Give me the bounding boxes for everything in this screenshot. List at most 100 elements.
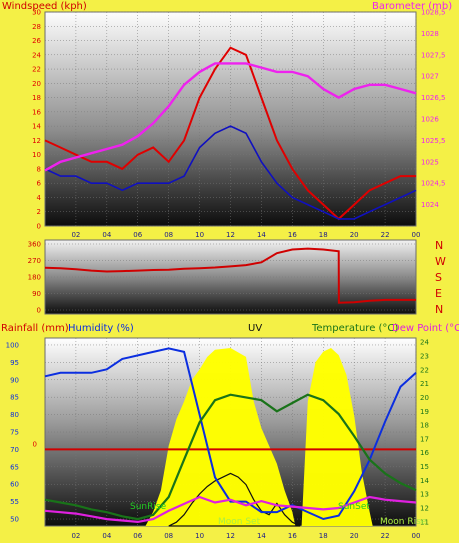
wind-hour-tick: 14 xyxy=(257,231,266,239)
climate-hour-tick: 14 xyxy=(257,532,266,540)
humidity-tick-label: 75 xyxy=(10,429,19,437)
dewpoint-axis-label: Dew Point (°C xyxy=(392,323,459,334)
uv-axis-label: UV xyxy=(248,323,262,334)
humidity-tick-label: 85 xyxy=(10,394,19,402)
humidity-tick-label: 100 xyxy=(6,341,19,349)
compass-e: E xyxy=(435,287,442,300)
wind-hour-tick: 02 xyxy=(71,231,80,239)
humidity-tick-label: 60 xyxy=(10,481,19,489)
humidity-axis-label: Humidity (%) xyxy=(68,323,134,334)
temperature-tick-label: 14 xyxy=(420,477,429,485)
wind-gust-line xyxy=(44,46,416,221)
series-lines xyxy=(44,46,417,524)
barometer-tick-label: 1025,5 xyxy=(421,137,446,145)
direction-tick-label: 360 xyxy=(28,241,41,249)
humidity-tick-label: 80 xyxy=(10,411,19,419)
sunrise-label: SunRise xyxy=(130,502,167,512)
wind-hour-tick: 18 xyxy=(319,231,328,239)
direction-tick-label: 270 xyxy=(28,257,41,265)
moonrise-label: Moon Rise xyxy=(380,517,427,527)
wind-tick-label: 26 xyxy=(32,37,41,45)
humidity-tick-label: 95 xyxy=(10,359,19,367)
wind-tick-label: 20 xyxy=(32,80,41,88)
barometer-tick-label: 1028 xyxy=(421,30,439,38)
wind-tick-label: 0 xyxy=(37,223,41,231)
wind-direction-line xyxy=(44,247,416,304)
compass-n-bottom: N xyxy=(435,303,443,316)
barometer-tick-label: 1026 xyxy=(421,116,439,124)
climate-hour-tick: 20 xyxy=(350,532,359,540)
humidity-tick-label: 70 xyxy=(10,446,19,454)
barometer-line xyxy=(44,62,417,172)
wind-tick-label: 4 xyxy=(37,194,42,202)
wind-tick-label: 6 xyxy=(37,180,42,188)
temperature-tick-label: 18 xyxy=(420,422,429,430)
sunset-label: SunSet xyxy=(338,502,370,512)
humidity-tick-label: 50 xyxy=(10,516,19,524)
barometer-tick-label: 1026,5 xyxy=(421,94,446,102)
wind-hour-tick: 00 xyxy=(412,231,421,239)
wind-hour-tick: 22 xyxy=(381,231,390,239)
wind-tick-label: 22 xyxy=(32,66,41,74)
temperature-tick-label: 12 xyxy=(420,505,429,513)
wind-hour-tick: 16 xyxy=(288,231,297,239)
climate-hour-tick: 04 xyxy=(102,532,111,540)
barometer-tick-label: 1025 xyxy=(421,158,439,166)
barometer-tick-label: 1028,5 xyxy=(421,9,446,17)
temperature-tick-label: 24 xyxy=(420,339,429,347)
uv-solar-fills xyxy=(145,348,373,527)
wind-tick-label: 16 xyxy=(32,108,41,116)
climate-hour-tick: 02 xyxy=(71,532,80,540)
wind-average-line xyxy=(44,125,417,220)
temperature-tick-label: 13 xyxy=(420,491,429,499)
direction-tick-label: 0 xyxy=(37,307,41,315)
uv-index-line xyxy=(168,472,301,527)
compass-w: W xyxy=(435,255,446,268)
compass-s: S xyxy=(435,271,442,284)
wind-hour-tick: 20 xyxy=(350,231,359,239)
temperature-tick-label: 20 xyxy=(420,394,429,402)
rainfall-axis-label: Rainfall (mm) xyxy=(1,323,69,334)
temperature-tick-label: 23 xyxy=(420,352,429,360)
temperature-tick-label: 21 xyxy=(420,380,429,388)
climate-hour-tick: 00 xyxy=(412,532,421,540)
wind-hour-tick: 12 xyxy=(226,231,235,239)
wind-chart-title: ve xyxy=(174,0,186,11)
compass-n-top: N xyxy=(435,239,443,252)
wind-tick-label: 2 xyxy=(37,208,41,216)
temperature-tick-label: 19 xyxy=(420,408,429,416)
humidity-line xyxy=(44,347,417,521)
axis-ticks: 02468101214161820222426283010241024,5102… xyxy=(6,9,446,541)
temperature-line xyxy=(44,393,417,521)
moonset-label: Moon Set xyxy=(218,517,261,527)
humidity-tick-label: 55 xyxy=(10,498,19,506)
climate-hour-tick: 08 xyxy=(164,532,173,540)
wind-tick-label: 14 xyxy=(32,123,41,131)
temperature-tick-label: 16 xyxy=(420,449,429,457)
wind-hour-tick: 10 xyxy=(195,231,204,239)
temperature-axis-label: Temperature (°C) xyxy=(311,323,398,334)
temperature-tick-label: 11 xyxy=(420,518,429,526)
climate-hour-tick: 22 xyxy=(381,532,390,540)
humidity-tick-label: 65 xyxy=(10,463,19,471)
barometer-tick-label: 1024 xyxy=(421,201,439,209)
wind-tick-label: 8 xyxy=(37,165,41,173)
wind-tick-label: 18 xyxy=(32,94,41,102)
climate-hour-tick: 18 xyxy=(319,532,328,540)
wind-tick-label: 12 xyxy=(32,137,41,145)
wind-tick-label: 28 xyxy=(32,23,41,31)
wind-hour-tick: 06 xyxy=(133,231,142,239)
climate-hour-tick: 10 xyxy=(195,532,204,540)
wind-axis-label: Windspeed (kph) xyxy=(2,1,87,12)
wind-panel-bg xyxy=(44,11,417,227)
temperature-tick-label: 17 xyxy=(420,435,429,443)
barometer-tick-label: 1027 xyxy=(421,73,439,81)
rainfall-tick-label: 0 xyxy=(33,440,37,448)
barometer-tick-label: 1027,5 xyxy=(421,51,446,59)
wind-tick-label: 24 xyxy=(32,51,41,59)
humidity-tick-label: 90 xyxy=(10,376,19,384)
direction-tick-label: 90 xyxy=(32,290,41,298)
temperature-tick-label: 22 xyxy=(420,366,429,374)
climate-hour-tick: 16 xyxy=(288,532,297,540)
